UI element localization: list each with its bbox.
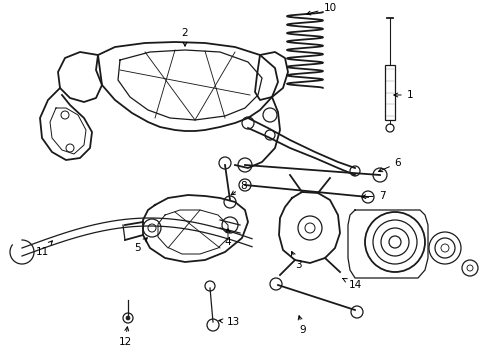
Text: 3: 3 [292,252,301,270]
Text: 8: 8 [231,181,247,195]
Text: 2: 2 [182,28,188,46]
Text: 7: 7 [362,191,385,201]
Circle shape [126,316,130,320]
Text: 5: 5 [134,238,147,253]
Text: 1: 1 [394,90,413,100]
Text: 10: 10 [307,3,337,15]
Text: 12: 12 [119,327,132,347]
Text: 6: 6 [379,158,401,172]
Text: 9: 9 [298,316,306,335]
Text: 11: 11 [35,241,52,257]
Text: 13: 13 [219,317,240,327]
Text: 14: 14 [343,278,362,290]
Text: 4: 4 [225,229,231,247]
